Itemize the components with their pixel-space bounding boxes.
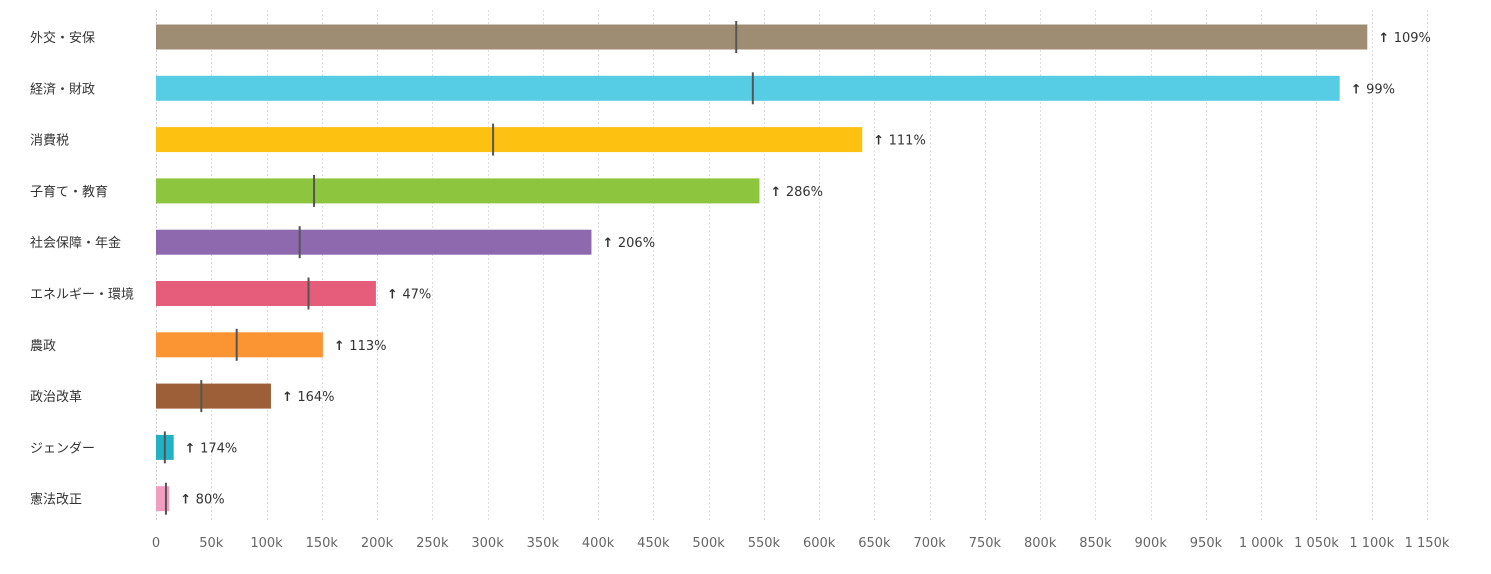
category-label: 外交・安保 (30, 30, 95, 46)
change-label: ↑ 174% (185, 441, 238, 456)
bars (156, 24, 1368, 512)
change-value: 164% (297, 390, 334, 405)
up-arrow-icon: ↑ (282, 390, 297, 405)
x-tick-label: 700k (913, 536, 946, 551)
change-value: 113% (349, 339, 386, 354)
x-tick-label: 1 150k (1405, 536, 1450, 551)
category-label: 消費税 (30, 134, 69, 149)
change-value: 109% (1394, 31, 1431, 46)
up-arrow-icon: ↑ (770, 185, 785, 200)
bar (156, 178, 760, 204)
change-label: ↑ 109% (1378, 31, 1431, 46)
category-label: ジェンダー (30, 441, 95, 456)
x-tick-label: 400k (582, 536, 615, 551)
x-tick-label: 100k (250, 536, 283, 551)
up-arrow-icon: ↑ (185, 441, 200, 456)
bar (156, 486, 170, 512)
change-value: 80% (196, 493, 225, 508)
change-label: ↑ 80% (180, 493, 224, 508)
change-label: ↑ 47% (387, 288, 431, 303)
change-label: ↑ 286% (770, 185, 823, 200)
up-arrow-icon: ↑ (1378, 31, 1393, 46)
up-arrow-icon: ↑ (1351, 82, 1366, 97)
category-label: 子育て・教育 (30, 184, 108, 200)
reference-markers (163, 21, 754, 515)
x-tick-label: 1 100k (1349, 536, 1394, 551)
x-tick-label: 750k (969, 536, 1002, 551)
x-axis-ticks: 0 50k 100k 150k 200k 250k 300k 350k 400k 450k 500k… (152, 536, 1450, 551)
change-label: ↑ 164% (282, 390, 335, 405)
change-labels: ↑ 109%↑ 99%↑ 111%↑ 286%↑ 206%↑ 47%↑ 113%… (180, 31, 1431, 508)
x-tick-label: 300k (471, 536, 504, 551)
bar (156, 383, 271, 409)
x-tick-label: 550k (748, 536, 781, 551)
x-tick-label: 150k (306, 536, 339, 551)
category-labels: 外交・安保経済・財政消費税子育て・教育社会保障・年金エネルギー・環境農政政治改革… (30, 30, 134, 508)
category-label: エネルギー・環境 (30, 288, 134, 303)
change-label: ↑ 99% (1351, 82, 1395, 97)
up-arrow-icon: ↑ (180, 493, 195, 508)
up-arrow-icon: ↑ (602, 236, 617, 251)
up-arrow-icon: ↑ (387, 288, 402, 303)
category-label: 社会保障・年金 (30, 235, 121, 251)
x-tick-label: 1 050k (1294, 536, 1339, 551)
x-tick-label: 800k (1024, 536, 1057, 551)
change-label: ↑ 113% (334, 339, 387, 354)
bar (156, 127, 863, 153)
x-tick-label: 450k (637, 536, 670, 551)
x-tick-label: 350k (527, 536, 560, 551)
up-arrow-icon: ↑ (873, 134, 888, 149)
x-tick-label: 650k (858, 536, 891, 551)
category-label: 憲法改正 (30, 492, 82, 508)
x-tick-label: 250k (416, 536, 449, 551)
bar (156, 229, 592, 255)
x-tick-label: 900k (1135, 536, 1168, 551)
change-label: ↑ 111% (873, 134, 926, 149)
x-tick-label: 1 000k (1239, 536, 1284, 551)
bar (156, 332, 323, 358)
change-value: 99% (1366, 82, 1395, 97)
change-value: 47% (402, 288, 431, 303)
category-label: 農政 (30, 339, 56, 354)
x-tick-label: 600k (803, 536, 836, 551)
category-label: 経済・財政 (30, 81, 95, 97)
x-tick-label: 500k (692, 536, 725, 551)
bar (156, 281, 376, 306)
category-label: 政治改革 (30, 390, 82, 405)
x-tick-label: 50k (199, 536, 224, 551)
change-label: ↑ 206% (602, 236, 655, 251)
x-tick-label: 850k (1079, 536, 1112, 551)
x-tick-label: 950k (1190, 536, 1223, 551)
up-arrow-icon: ↑ (334, 339, 349, 354)
change-value: 286% (786, 185, 823, 200)
bar (156, 24, 1368, 50)
change-value: 206% (618, 236, 655, 251)
bar (156, 75, 1340, 101)
x-tick-label: 200k (361, 536, 394, 551)
x-tick-label: 0 (152, 536, 160, 551)
change-value: 174% (200, 441, 237, 456)
change-value: 111% (889, 134, 926, 149)
